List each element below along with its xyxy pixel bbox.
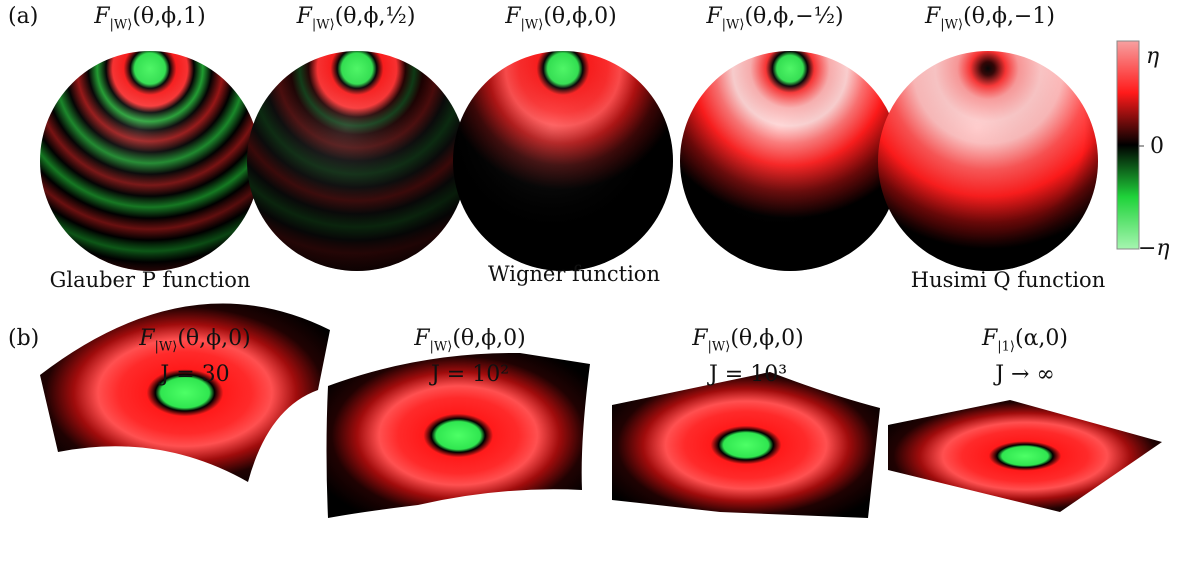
surface-title-j1000: F|W⟩(θ,ϕ,0)	[692, 326, 804, 355]
colorbar-label-top: η	[1146, 44, 1160, 69]
sphere-title-half: F|W⟩(θ,ϕ,½)	[296, 4, 416, 33]
caption-husimi: Husimi Q function	[910, 268, 1106, 292]
sphere-glauber	[40, 51, 260, 271]
sphere-half	[247, 51, 467, 271]
surface-j1000	[612, 372, 880, 518]
surface-title-jinf: F|1⟩(α,0)	[981, 326, 1068, 355]
surface-title-j30: F|W⟩(θ,ϕ,0)	[139, 326, 251, 355]
caption-wigner: Wigner function	[488, 262, 660, 286]
sphere-wigner	[453, 51, 673, 271]
sphere-title-wigner: F|W⟩(θ,ϕ,0)	[505, 4, 617, 33]
sphere-husimi	[878, 51, 1098, 271]
surface-j30	[40, 303, 330, 482]
caption-glauber: Glauber P function	[49, 268, 251, 292]
surface-j100	[326, 352, 590, 518]
colorbar-label-middle: 0	[1150, 134, 1164, 159]
j-label-j1000: J = 10³	[708, 362, 788, 387]
panel-a-label: (a)	[8, 4, 39, 29]
sphere-title-husimi: F|W⟩(θ,ϕ,−1)	[925, 4, 1055, 33]
j-label-jinf: J → ∞	[995, 362, 1055, 387]
colorbar-label-bottom: −η	[1138, 236, 1170, 261]
sphere-title-glauber: F|W⟩(θ,ϕ,1)	[94, 4, 206, 33]
j-label-j100: J = 10²	[430, 362, 510, 387]
surface-title-j100: F|W⟩(θ,ϕ,0)	[414, 326, 526, 355]
j-label-j30: J = 30	[160, 362, 230, 387]
colorbar	[1116, 40, 1144, 250]
sphere-title-neg-half: F|W⟩(θ,ϕ,−½)	[706, 4, 844, 33]
panel-b-label: (b)	[8, 326, 40, 351]
sphere-neg-half	[680, 51, 900, 271]
surface-jinf	[888, 400, 1162, 512]
